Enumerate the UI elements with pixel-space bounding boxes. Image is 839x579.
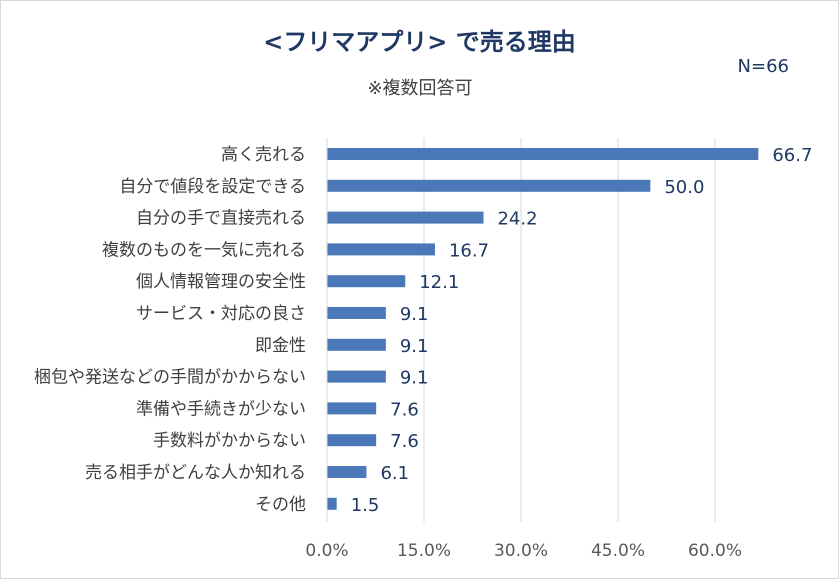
category-label: 複数のものを一気に売れる (102, 240, 306, 260)
x-tick-label: 30.0% (494, 541, 548, 561)
data-label: 9.1 (400, 304, 429, 325)
bar (327, 338, 386, 351)
data-label: 16.7 (449, 240, 489, 261)
bar (327, 434, 377, 447)
category-label: その他 (255, 495, 306, 515)
x-tick-label: 45.0% (591, 541, 645, 561)
bar (327, 211, 484, 224)
bar (327, 402, 377, 415)
bar (327, 148, 759, 160)
x-tick-label: 60.0% (688, 541, 742, 561)
data-label: 7.6 (390, 399, 419, 420)
data-label: 66.7 (772, 145, 812, 166)
category-label: 売る相手がどんな人か知れる (85, 463, 306, 483)
chart-title: <フリマアプリ> で売る理由 (263, 28, 576, 56)
category-label: 準備や手続きが少ない (136, 399, 306, 419)
category-label: サービス・対応の良さ (136, 304, 306, 324)
bar (327, 179, 651, 192)
data-label: 9.1 (400, 368, 429, 389)
category-label: 即金性 (255, 336, 306, 356)
data-label: 9.1 (400, 336, 429, 357)
data-label: 7.6 (390, 431, 419, 452)
category-label: 梱包や発送などの手間がかからない (34, 368, 306, 388)
bar (327, 370, 386, 383)
chart-subtitle: ※複数回答可 (367, 78, 473, 99)
bar (327, 275, 406, 288)
x-tick-label: 0.0% (305, 541, 348, 561)
data-label: 6.1 (380, 463, 409, 484)
data-label: 24.2 (497, 209, 537, 230)
category-label: 手数料がかからない (153, 431, 306, 451)
category-label: 個人情報管理の安全性 (136, 272, 306, 292)
category-label: 高く売れる (221, 145, 306, 165)
bar (327, 307, 386, 319)
data-label: 1.5 (351, 495, 380, 516)
bar (327, 466, 367, 478)
bar (327, 497, 337, 510)
x-tick-label: 15.0% (397, 541, 451, 561)
data-label: 50.0 (664, 177, 704, 198)
category-label: 自分で値段を設定できる (119, 177, 306, 197)
sample-size-label: N=66 (737, 56, 789, 77)
data-label: 12.1 (419, 272, 459, 293)
category-label: 自分の手で直接売れる (136, 209, 306, 229)
bar (327, 243, 435, 256)
